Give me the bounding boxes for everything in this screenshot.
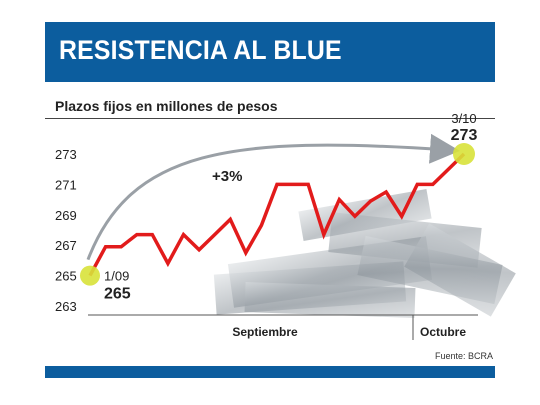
end-marker (453, 143, 475, 165)
y-axis: 263 265 267 269 271 273 (55, 147, 77, 314)
month-label-octubre: Octubre (420, 325, 466, 339)
y-tick-label: 265 (55, 269, 77, 284)
y-tick-label: 267 (55, 238, 77, 253)
y-tick-label: 269 (55, 208, 77, 223)
end-value-label: 273 (451, 127, 478, 144)
header-banner: RESISTENCIA AL BLUE (45, 22, 495, 82)
start-date-label: 1/09 (104, 269, 129, 284)
title-divider (45, 118, 495, 119)
footer-bar (45, 366, 495, 378)
y-tick-label: 263 (55, 299, 77, 314)
start-marker (80, 265, 100, 286)
trend-arrow (86, 133, 460, 261)
month-label-septiembre: Septiembre (232, 325, 298, 339)
chart-subtitle: Plazos fijos en millones de pesos (55, 98, 278, 114)
y-tick-label: 273 (55, 147, 77, 162)
end-date-label: 3/10 (451, 111, 476, 126)
change-label: +3% (212, 168, 242, 185)
header-title: RESISTENCIA AL BLUE (59, 35, 342, 65)
banknotes-image (213, 188, 516, 318)
series-line (88, 152, 466, 277)
source-note: Fuente: BCRA (434, 351, 493, 361)
start-value-label: 265 (104, 286, 131, 303)
y-tick-label: 271 (55, 177, 77, 192)
